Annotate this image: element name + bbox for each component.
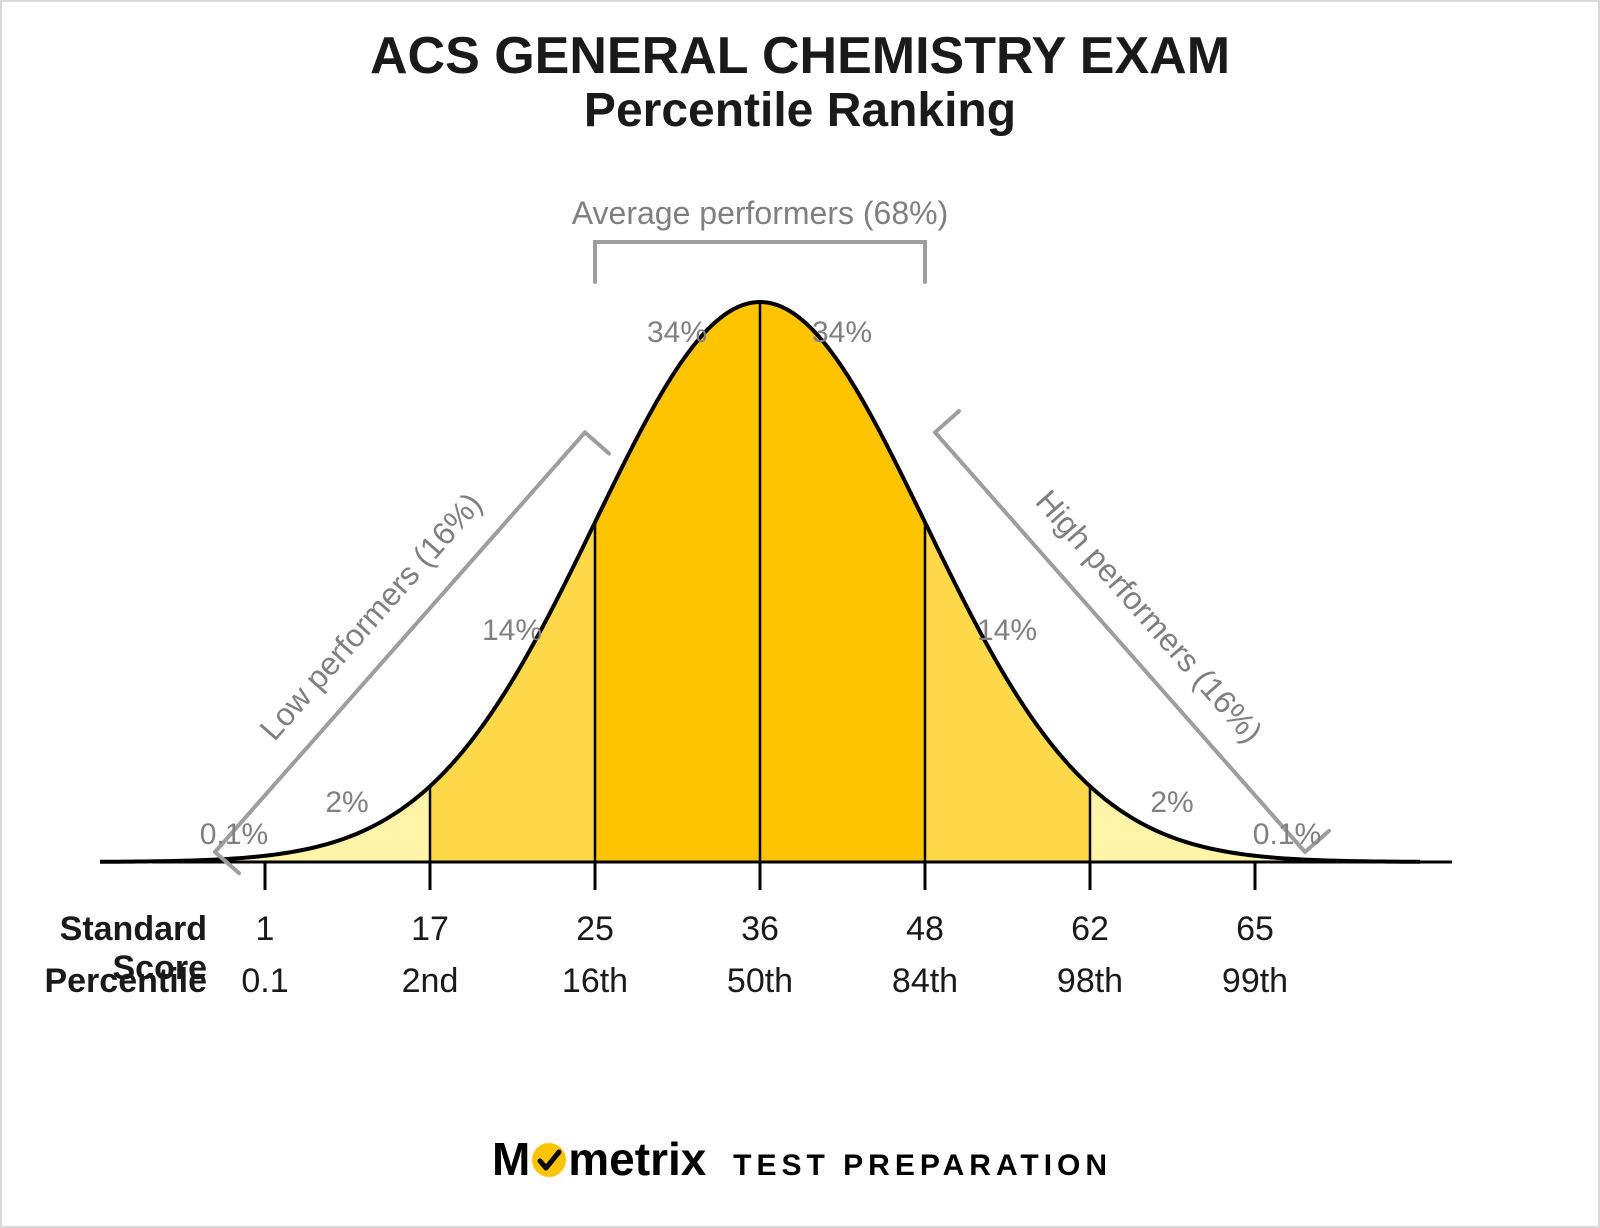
axis-row-title: Percentile bbox=[2, 962, 207, 1001]
title-line-2: Percentile Ranking bbox=[2, 85, 1598, 138]
bracket-right-label: High performers (16%) bbox=[1029, 483, 1270, 750]
axis-value: 17 bbox=[411, 910, 449, 949]
bracket-left-cap bbox=[585, 432, 609, 453]
chart-area: Average performers (68%) Low performers (… bbox=[2, 172, 1598, 932]
axis-value: 16th bbox=[562, 962, 628, 1001]
axis-value: 0.1 bbox=[241, 962, 288, 1001]
bracket-right-cap bbox=[935, 411, 959, 432]
title-line-1: ACS GENERAL CHEMISTRY EXAM bbox=[2, 28, 1598, 85]
region-pct-label: 14% bbox=[482, 614, 542, 647]
region-pct-label: 14% bbox=[977, 614, 1037, 647]
bracket-left-label: Low performers (16%) bbox=[253, 486, 489, 747]
region-pct-label: 34% bbox=[812, 316, 872, 349]
chart-frame: ACS GENERAL CHEMISTRY EXAM Percentile Ra… bbox=[0, 0, 1600, 1228]
region-pct-label: 34% bbox=[647, 316, 707, 349]
axis-value: 50th bbox=[727, 962, 793, 1001]
axis-value: 48 bbox=[906, 910, 944, 949]
axis-value: 84th bbox=[892, 962, 958, 1001]
bracket-top-label: Average performers (68%) bbox=[572, 195, 948, 231]
bell-curve-svg: Average performers (68%) Low performers (… bbox=[2, 172, 1600, 932]
axis-value: 1 bbox=[256, 910, 275, 949]
bell-region bbox=[760, 302, 925, 862]
axis-value: 62 bbox=[1071, 910, 1109, 949]
axis-value: 98th bbox=[1057, 962, 1123, 1001]
axis-value: 2nd bbox=[402, 962, 459, 1001]
axis-value: 36 bbox=[741, 910, 779, 949]
bracket-top bbox=[595, 242, 925, 282]
title-block: ACS GENERAL CHEMISTRY EXAM Percentile Ra… bbox=[2, 28, 1598, 138]
logo-brand-pre: M bbox=[492, 1133, 530, 1185]
logo: Mmetrix TEST PREPARATION bbox=[2, 1132, 1600, 1186]
logo-brand-post: metrix bbox=[568, 1133, 706, 1185]
logo-brand: Mmetrix bbox=[492, 1133, 719, 1185]
logo-tag: TEST PREPARATION bbox=[733, 1149, 1112, 1182]
axis-value: 25 bbox=[576, 910, 614, 949]
region-pct-label: 2% bbox=[1150, 786, 1193, 819]
bell-region bbox=[595, 302, 760, 862]
logo-check-icon bbox=[530, 1141, 568, 1179]
axis-value: 65 bbox=[1236, 910, 1274, 949]
region-pct-label: 2% bbox=[325, 786, 368, 819]
region-pct-label: 0.1% bbox=[200, 818, 268, 851]
region-pct-label: 0.1% bbox=[1253, 818, 1321, 851]
axis-value: 99th bbox=[1222, 962, 1288, 1001]
